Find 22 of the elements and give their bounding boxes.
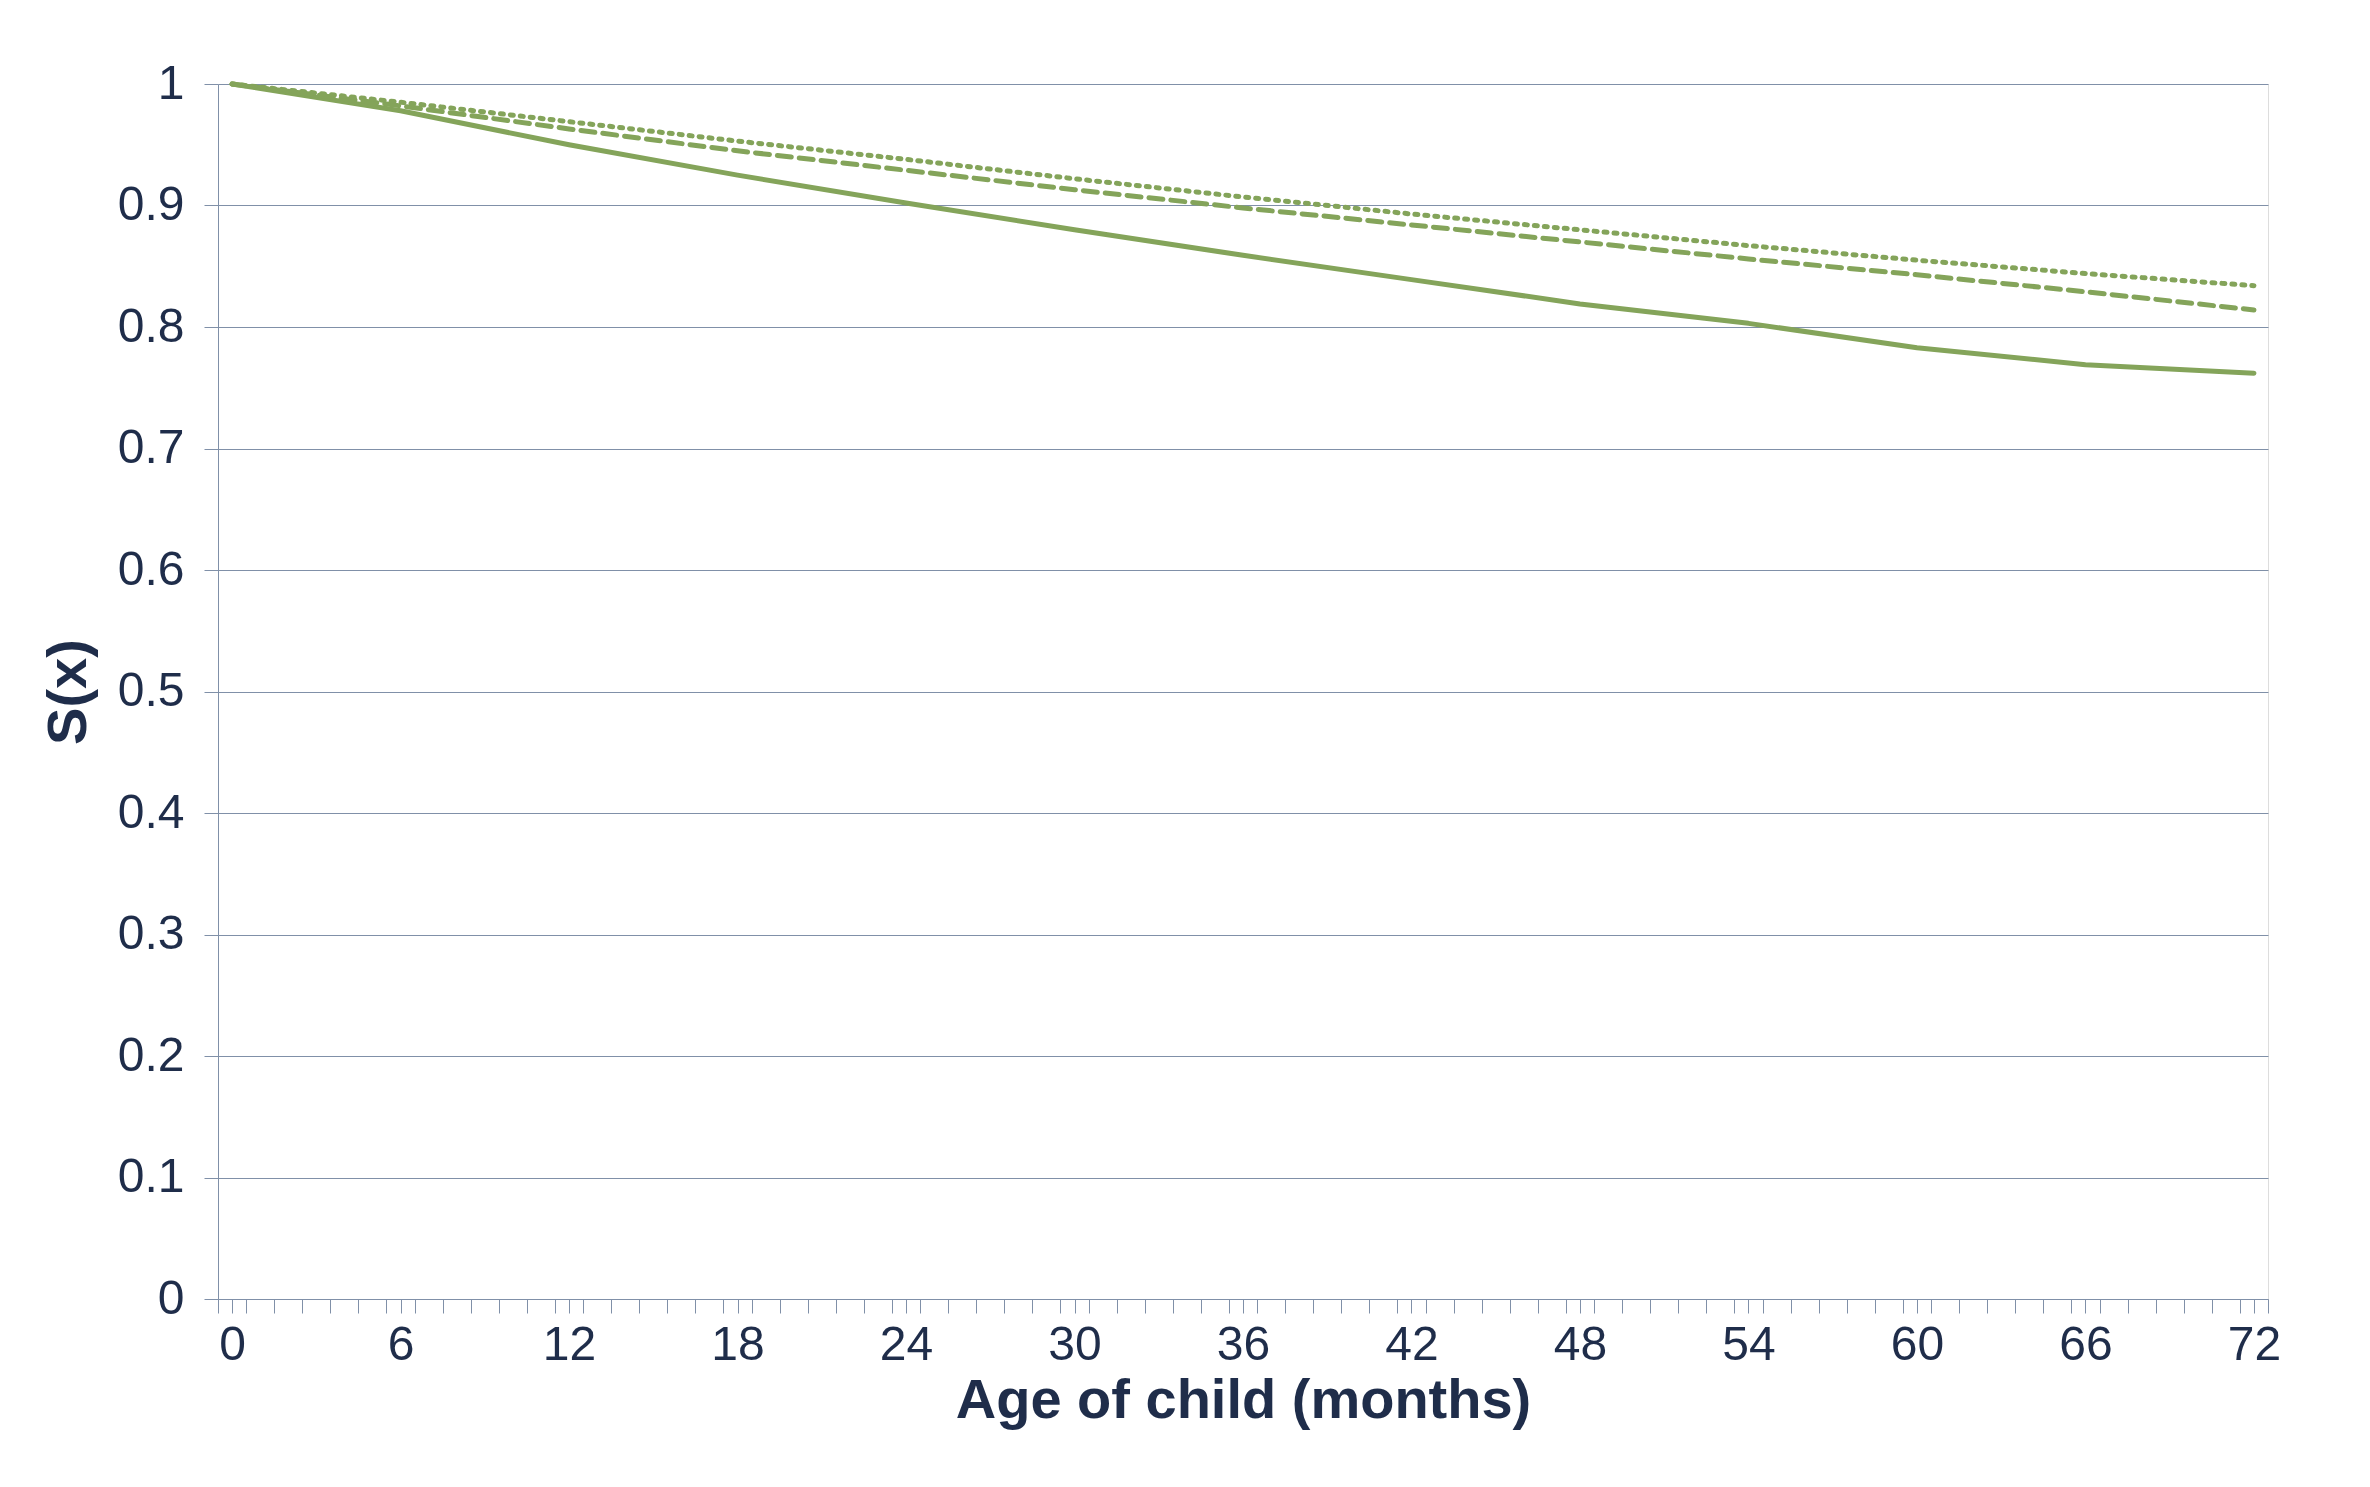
y-tick-label: 0.3 bbox=[117, 906, 185, 959]
y-tick-label: 1 bbox=[157, 55, 185, 109]
x-tick-label: 0 bbox=[219, 1316, 246, 1370]
x-tick-label: 54 bbox=[1722, 1316, 1776, 1370]
x-tick-label: 66 bbox=[2059, 1316, 2113, 1370]
y-tick-label: 0.7 bbox=[117, 420, 185, 473]
y-tick-label: 0.8 bbox=[117, 298, 185, 352]
x-tick-label: 48 bbox=[1553, 1316, 1608, 1370]
y-axis-title: S(x) bbox=[34, 639, 98, 745]
y-tick-label: 0 bbox=[157, 1270, 185, 1324]
x-tick-label: 18 bbox=[711, 1316, 765, 1370]
y-tick-label: 0.4 bbox=[117, 784, 185, 838]
y-tick-label: 0.9 bbox=[117, 177, 185, 230]
x-tick-label: 12 bbox=[542, 1316, 597, 1370]
y-tick-label: 0.5 bbox=[117, 663, 185, 716]
y-tick-label: 0.2 bbox=[117, 1027, 185, 1081]
y-tick-label: 0.1 bbox=[117, 1149, 185, 1202]
x-tick-label: 60 bbox=[1890, 1316, 1945, 1370]
x-tick-label: 6 bbox=[387, 1316, 415, 1370]
y-tick-label: 0.6 bbox=[117, 541, 185, 595]
x-tick-label: 24 bbox=[879, 1316, 934, 1370]
x-tick-label: 72 bbox=[2227, 1316, 2282, 1370]
